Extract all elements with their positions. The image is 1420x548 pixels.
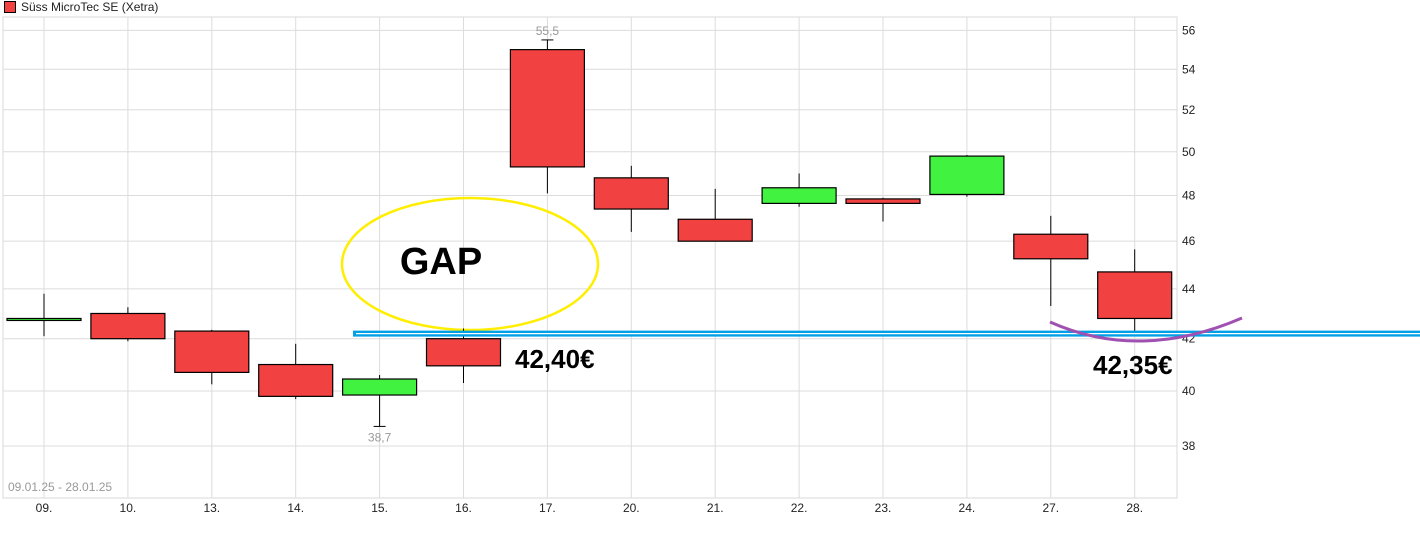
- candle: [425, 328, 502, 383]
- candle-body: [1013, 233, 1089, 260]
- candle-body: [593, 177, 669, 210]
- candle-body: [761, 187, 837, 205]
- candle: [509, 39, 585, 194]
- candle-body: [509, 49, 585, 168]
- price-label-gap: 42,40€: [515, 344, 595, 374]
- candle: [258, 343, 334, 400]
- y-tick-label: 44: [1182, 282, 1196, 296]
- candle-body: [1097, 271, 1173, 320]
- gap-label: GAP: [400, 241, 482, 283]
- y-tick-label: 54: [1182, 62, 1196, 76]
- candle-body: [425, 338, 502, 367]
- bottom-curve: [1049, 316, 1243, 343]
- price-label-current: 42,35€: [1093, 350, 1173, 380]
- candle: [845, 197, 921, 222]
- candle-body: [342, 378, 418, 396]
- x-tick-label: 16.: [455, 501, 472, 515]
- candle-body: [6, 317, 82, 322]
- x-tick-label: 14.: [287, 501, 304, 515]
- x-tick-label: 17.: [539, 501, 556, 515]
- candle: [929, 155, 1005, 197]
- candle-body: [90, 312, 166, 340]
- x-tick-label: 20.: [623, 501, 640, 515]
- plot-frame: [2, 16, 1178, 499]
- candle: [6, 293, 82, 337]
- candle: [677, 188, 753, 242]
- x-tick-label: 09.: [36, 501, 53, 515]
- x-tick-label: 23.: [875, 501, 892, 515]
- gap-ellipse: [340, 196, 600, 332]
- max-value-label: 55,5: [536, 24, 560, 38]
- y-tick-label: 50: [1182, 145, 1196, 159]
- candle-body: [845, 198, 921, 205]
- candle-body: [258, 363, 334, 397]
- y-tick-label: 46: [1182, 234, 1196, 248]
- candle-body: [174, 330, 250, 374]
- x-tick-label: 27.: [1042, 501, 1059, 515]
- x-tick-label: 28.: [1126, 501, 1143, 515]
- min-value-label: 38,7: [368, 430, 392, 444]
- x-tick-label: 22.: [791, 501, 808, 515]
- chart-legend: Süss MicroTec SE (Xetra): [4, 0, 158, 14]
- candle-body: [929, 155, 1005, 196]
- candle-body: [677, 218, 753, 242]
- x-tick-label: 21.: [707, 501, 724, 515]
- candle: [1013, 215, 1089, 307]
- y-tick-label: 52: [1182, 103, 1196, 117]
- candle: [1097, 249, 1173, 332]
- y-tick-label: 40: [1182, 384, 1196, 398]
- x-tick-label: 10.: [120, 501, 137, 515]
- x-tick-label: 24.: [959, 501, 976, 515]
- x-tick-label: 13.: [203, 501, 220, 515]
- x-tick-label: 15.: [371, 501, 388, 515]
- date-range-label: 09.01.25 - 28.01.25: [8, 480, 112, 494]
- y-tick-label: 56: [1182, 23, 1196, 37]
- legend-label: Süss MicroTec SE (Xetra): [21, 0, 159, 14]
- y-tick-label: 38: [1182, 439, 1196, 453]
- legend-swatch: [4, 1, 16, 13]
- y-tick-label: 48: [1182, 189, 1196, 203]
- candle: [593, 165, 669, 232]
- candle: [761, 173, 837, 207]
- candle: [174, 329, 250, 385]
- candle: [90, 307, 166, 342]
- candle: [342, 375, 418, 427]
